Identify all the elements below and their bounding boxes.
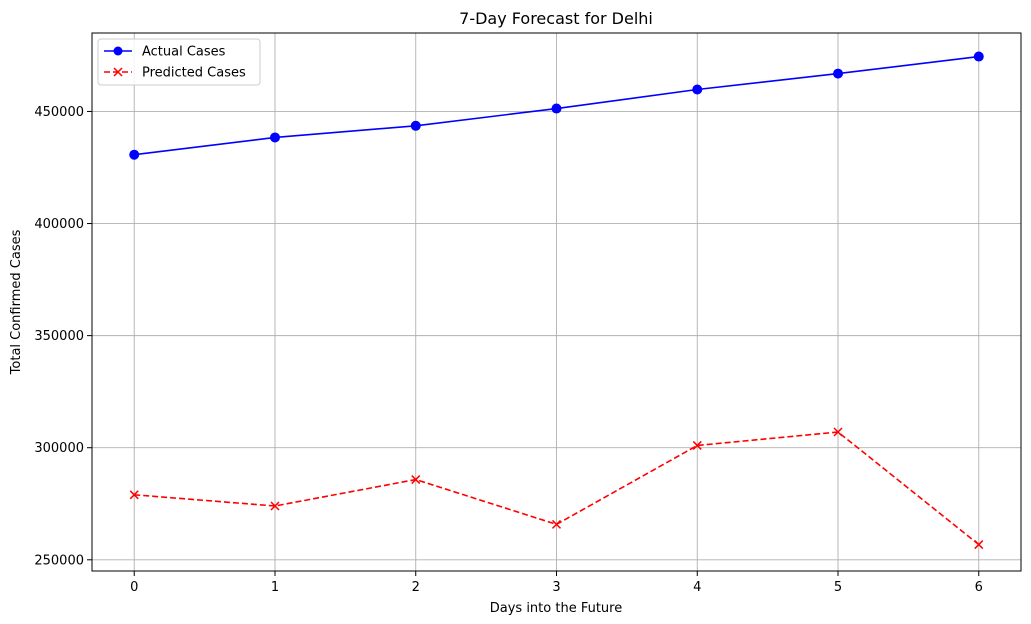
legend-label-0: Actual Cases [142, 45, 226, 60]
x-marker-stroke [270, 501, 280, 511]
data-point [551, 103, 562, 114]
data-point [833, 68, 844, 79]
data-point [833, 427, 843, 437]
data-point [973, 51, 984, 62]
data-point [974, 540, 984, 550]
data-point [129, 149, 140, 160]
y-tick-label: 350000 [34, 329, 84, 344]
x-marker-stroke [129, 490, 139, 500]
data-point [129, 490, 139, 500]
x-marker-stroke [974, 540, 984, 550]
x-tick-label: 2 [412, 580, 420, 595]
x-marker-stroke [833, 427, 843, 437]
legend-marker [113, 67, 123, 77]
legend-box [97, 38, 261, 86]
data-point [692, 84, 703, 95]
y-axis-label: Total Confirmed Cases [9, 229, 24, 375]
grid-lines [92, 33, 1021, 571]
data-point [410, 120, 421, 131]
legend-marker [113, 46, 123, 56]
legend: Actual Cases Predicted Cases [97, 38, 261, 86]
y-tick-label: 450000 [34, 105, 84, 120]
y-tick-label: 400000 [34, 217, 84, 232]
y-tick-label: 300000 [34, 441, 84, 456]
x-marker-stroke [551, 519, 562, 529]
x-tick-label: 6 [975, 580, 983, 595]
data-point [692, 440, 702, 450]
x-tick-label: 1 [271, 580, 279, 595]
x-tick-label: 5 [834, 580, 842, 595]
chart-title: 7-Day Forecast for Delhi [459, 9, 653, 28]
x-tick-label: 0 [130, 580, 138, 595]
y-tick-label: 250000 [34, 553, 84, 568]
data-point [269, 132, 280, 143]
x-marker-stroke [692, 440, 702, 450]
legend-label-1: Predicted Cases [142, 66, 246, 81]
x-tick-label: 3 [552, 580, 560, 595]
data-point [551, 519, 562, 529]
x-axis-label: Days into the Future [490, 601, 622, 616]
plot-series [129, 51, 984, 550]
data-point [411, 475, 421, 485]
data-point [270, 501, 280, 511]
x-tick-label: 4 [693, 580, 701, 595]
axis-ticks: 0 1 2 3 4 5 6 250000 300000 350000 400000 450000 [34, 105, 983, 595]
x-marker-stroke [411, 475, 421, 485]
